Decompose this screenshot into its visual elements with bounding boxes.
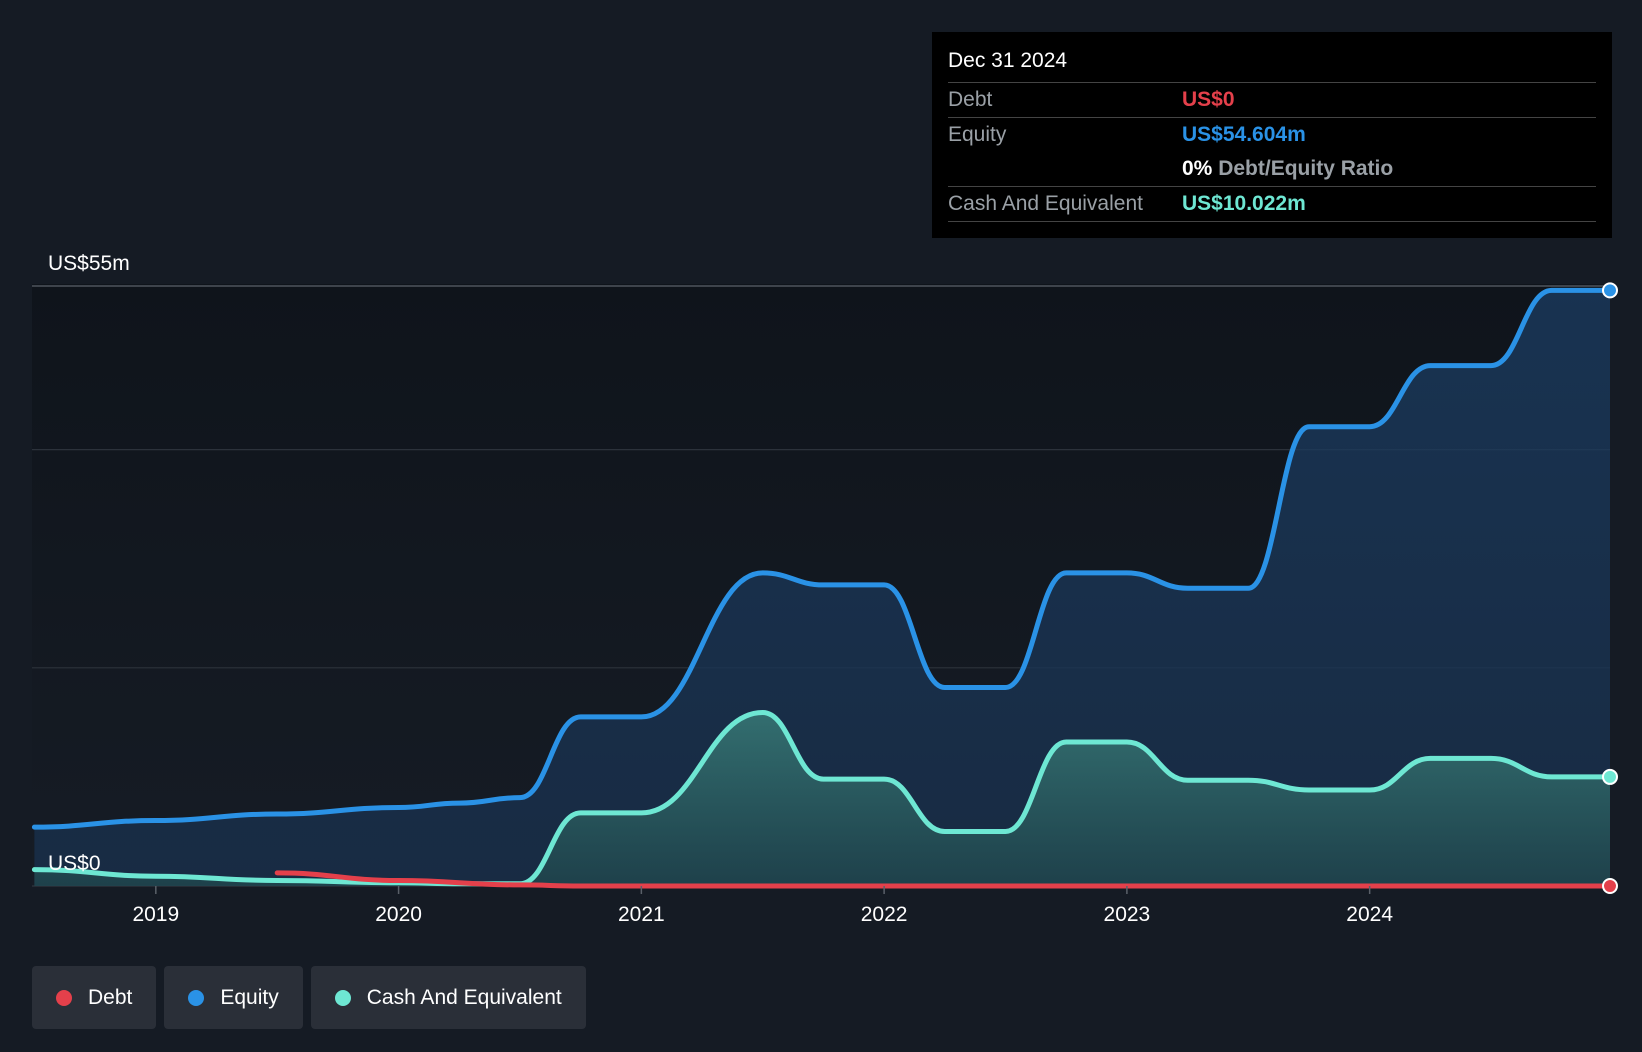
debt-endpoint <box>1602 878 1618 894</box>
chart-areas <box>34 290 1610 886</box>
tooltip-debt-label: Debt <box>948 88 993 111</box>
tooltip-cash-value: US$10.022m <box>1182 192 1306 215</box>
y-axis-bottom-label: US$0 <box>48 852 101 875</box>
legend-cash-label: Cash And Equivalent <box>366 985 562 1009</box>
tooltip-ratio-label: Debt/Equity Ratio <box>1218 157 1394 180</box>
y-axis-top-label: US$55m <box>48 252 130 275</box>
equity-dot-icon <box>188 989 205 1006</box>
legend-item-cash[interactable]: Cash And Equivalent <box>310 966 586 1029</box>
tooltip-equity-row: Equity US$54.604m <box>948 118 1596 152</box>
legend-item-equity[interactable]: Equity <box>164 966 303 1029</box>
chart-legend: Debt Equity Cash And Equivalent <box>32 966 586 1029</box>
tooltip-equity-label: Equity <box>948 123 1007 146</box>
tooltip-ratio-value: 0% <box>1182 157 1213 180</box>
cash-and-equivalent-endpoint <box>1602 768 1618 785</box>
tooltip-cash-label: Cash And Equivalent <box>948 192 1143 215</box>
x-tick-label: 2022 <box>861 903 908 926</box>
cash-and-equivalent-area <box>34 712 1610 886</box>
equity-area <box>34 290 1610 886</box>
cash-dot-icon <box>334 989 351 1006</box>
series-endpoints <box>1602 282 1618 894</box>
x-tick-label: 2024 <box>1346 903 1393 926</box>
legend-debt-label: Debt <box>88 985 133 1009</box>
tooltip-debt-row: Debt US$0 <box>948 83 1596 118</box>
x-tick-label: 2021 <box>618 903 665 926</box>
tooltip-equity-value: US$54.604m <box>1182 123 1306 146</box>
x-axis-ticks: 2019 2020 2021 2022 2023 2024 <box>132 886 1393 926</box>
x-tick-label: 2019 <box>132 903 179 926</box>
tooltip-ratio-row: 0% Debt/Equity Ratio <box>948 152 1596 187</box>
x-tick-label: 2023 <box>1104 903 1151 926</box>
tooltip-date: Dec 31 2024 <box>948 46 1596 83</box>
legend-item-debt[interactable]: Debt <box>32 966 157 1029</box>
equity-endpoint <box>1602 282 1618 299</box>
tooltip-panel: Dec 31 2024 Debt US$0 Equity US$54.604m … <box>932 32 1612 238</box>
legend-equity-label: Equity <box>220 985 279 1009</box>
equity-line <box>31 287 1613 830</box>
x-tick-label: 2020 <box>375 903 422 926</box>
tooltip-debt-value: US$0 <box>1182 88 1235 111</box>
tooltip-cash-row: Cash And Equivalent US$10.022m <box>948 187 1596 222</box>
debt-dot-icon <box>56 989 72 1006</box>
